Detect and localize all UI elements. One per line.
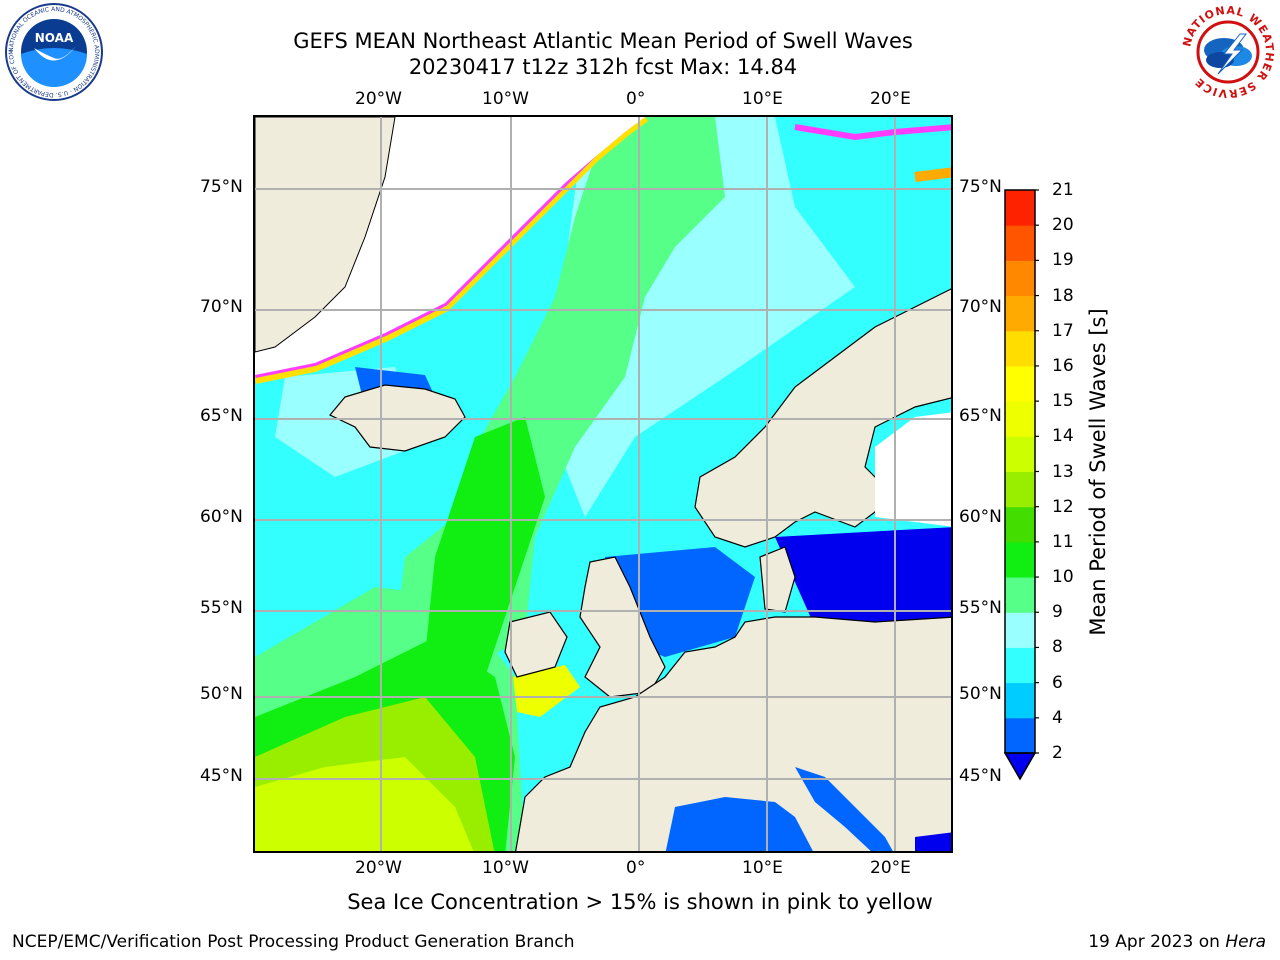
- colorbar-segment: [1005, 612, 1035, 648]
- graticule: [255, 117, 951, 851]
- noaa-logo: NATIONAL OCEANIC AND ATMOSPHERIC ADMINIS…: [4, 2, 103, 101]
- lat-tick-left: 65°N: [200, 406, 243, 426]
- lat-tick-right: 70°N: [959, 297, 1002, 317]
- colorbar-tick-label: 9: [1052, 602, 1063, 623]
- lat-tick-right: 60°N: [959, 507, 1002, 527]
- noaa-center-text: NOAA: [35, 31, 74, 45]
- colorbar-tick-label: 17: [1052, 320, 1074, 341]
- baltic-low-period: [775, 527, 951, 637]
- colorbar-scale: [1003, 189, 1040, 781]
- lat-tick-left: 50°N: [200, 684, 243, 704]
- colorbar-segment: [1005, 225, 1035, 261]
- aegean-sea: [915, 832, 951, 851]
- colorbar-tick-label: 14: [1052, 426, 1074, 447]
- lon-tick-bottom: 10°W: [482, 858, 529, 878]
- lat-tick-right: 45°N: [959, 766, 1002, 786]
- lat-tick-right: 65°N: [959, 406, 1002, 426]
- colorbar-tick-label: 8: [1052, 637, 1063, 658]
- swell-band-13-15: [513, 665, 580, 717]
- swell-band-12-13: [255, 757, 474, 851]
- colorbar-segment: [1005, 647, 1035, 684]
- colorbar-tick-label: 20: [1052, 215, 1074, 236]
- footer-date-text: 19 Apr 2023 on: [1088, 932, 1226, 952]
- greenland-land: [255, 117, 396, 353]
- colorbar-segment: [1005, 717, 1035, 754]
- colorbar-segment: [1005, 401, 1035, 437]
- chart-subtitle: 20230417 t12z 312h fcst Max: 14.84: [408, 55, 798, 79]
- lat-tick-left: 55°N: [200, 598, 243, 618]
- colorbar-extend-arrow: [1003, 752, 1037, 781]
- mediterranean-sea: [665, 797, 813, 851]
- sea-ice-edge: [914, 167, 951, 182]
- colorbar-segment: [1005, 506, 1035, 543]
- colorbar-tick-label: 2: [1052, 743, 1063, 763]
- continental-europe-land: [515, 616, 951, 851]
- colorbar-tick-label: 11: [1052, 531, 1074, 552]
- sea-ice-edge: [794, 124, 951, 141]
- colorbar-title: Mean Period of Swell Waves [s]: [1086, 308, 1110, 636]
- lat-tick-left: 60°N: [200, 507, 243, 527]
- colorbar-tick-label: 6: [1052, 672, 1063, 693]
- footer-machine: Hera: [1225, 932, 1266, 952]
- lat-tick-left: 45°N: [200, 766, 243, 786]
- colorbar: [1003, 188, 1040, 792]
- map-panel[interactable]: [253, 115, 953, 853]
- adriatic-sea: [795, 767, 893, 851]
- lon-tick-top: 10°E: [742, 89, 783, 109]
- lon-tick-top: 20°W: [355, 89, 402, 109]
- colorbar-tick-label: 18: [1052, 285, 1074, 306]
- lon-tick-top: 0°: [626, 89, 646, 109]
- nws-logo: NATIONAL WEATHER SERVICE: [1180, 4, 1275, 100]
- colorbar-segment: [1005, 541, 1035, 578]
- lat-tick-right: 50°N: [959, 684, 1002, 704]
- colorbar-tick-label: 13: [1052, 461, 1074, 482]
- colorbar-tick-label: 16: [1052, 355, 1074, 376]
- denmark-land: [759, 546, 796, 613]
- chart-title: GEFS MEAN Northeast Atlantic Mean Period…: [293, 29, 913, 53]
- lat-tick-right: 55°N: [959, 598, 1002, 618]
- footer-date: 19 Apr 2023 on Hera: [1088, 932, 1266, 952]
- colorbar-tick-label: 10: [1052, 567, 1074, 588]
- lat-tick-left: 75°N: [200, 177, 243, 197]
- colorbar-segment: [1005, 365, 1035, 402]
- lon-tick-top: 10°W: [482, 89, 529, 109]
- swell-period-map: [255, 117, 951, 851]
- lat-tick-left: 70°N: [200, 297, 243, 317]
- lon-tick-bottom: 20°W: [355, 858, 402, 878]
- colorbar-segment: [1005, 330, 1035, 367]
- footer-branch: NCEP/EMC/Verification Post Processing Pr…: [12, 932, 575, 952]
- colorbar-segment: [1005, 260, 1035, 297]
- lon-tick-bottom: 20°E: [870, 858, 911, 878]
- colorbar-segment: [1005, 682, 1035, 719]
- lon-tick-bottom: 10°E: [742, 858, 783, 878]
- lon-tick-bottom: 0°: [626, 858, 646, 878]
- colorbar-tick-label: 21: [1052, 180, 1074, 200]
- lat-tick-right: 75°N: [959, 177, 1002, 197]
- colorbar-segment: [1005, 436, 1035, 472]
- colorbar-tick-label: 19: [1052, 250, 1074, 271]
- colorbar-tick-label: 15: [1052, 391, 1074, 412]
- colorbar-segment: [1005, 577, 1035, 613]
- colorbar-tick-label: 12: [1052, 496, 1074, 517]
- colorbar-segment: [1005, 295, 1035, 332]
- lon-tick-top: 20°E: [870, 89, 911, 109]
- sea-ice-note: Sea Ice Concentration > 15% is shown in …: [347, 890, 933, 914]
- colorbar-segment: [1005, 471, 1035, 508]
- colorbar-tick-label: 4: [1052, 707, 1063, 728]
- colorbar-segment: [1005, 190, 1035, 226]
